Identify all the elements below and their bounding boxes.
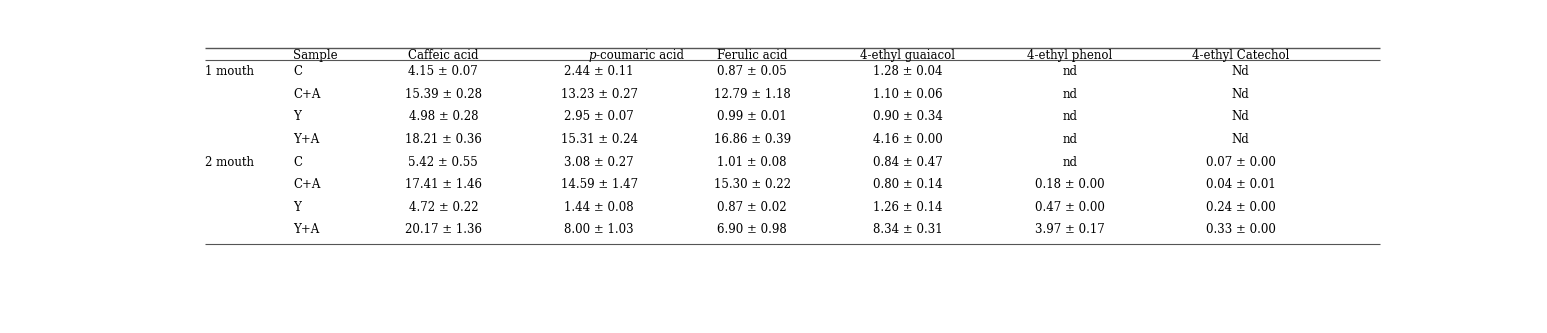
Text: 4-ethyl phenol: 4-ethyl phenol	[1027, 49, 1112, 62]
Text: 0.07 ± 0.00: 0.07 ± 0.00	[1205, 156, 1276, 168]
Text: 8.34 ± 0.31: 8.34 ± 0.31	[873, 223, 942, 236]
Text: 3.97 ± 0.17: 3.97 ± 0.17	[1035, 223, 1105, 236]
Text: nd: nd	[1063, 156, 1077, 168]
Text: 3.08 ± 0.27: 3.08 ± 0.27	[565, 156, 634, 168]
Text: nd: nd	[1063, 65, 1077, 78]
Text: 0.33 ± 0.00: 0.33 ± 0.00	[1205, 223, 1276, 236]
Text: 1.28 ± 0.04: 1.28 ± 0.04	[873, 65, 942, 78]
Text: Y+A: Y+A	[292, 223, 319, 236]
Text: 6.90 ± 0.98: 6.90 ± 0.98	[718, 223, 787, 236]
Text: 4-ethyl Catechol: 4-ethyl Catechol	[1191, 49, 1289, 62]
Text: 1.01 ± 0.08: 1.01 ± 0.08	[718, 156, 787, 168]
Text: nd: nd	[1063, 110, 1077, 124]
Text: 0.99 ± 0.01: 0.99 ± 0.01	[718, 110, 787, 124]
Text: 1.44 ± 0.08: 1.44 ± 0.08	[565, 201, 634, 214]
Text: 12.79 ± 1.18: 12.79 ± 1.18	[713, 88, 791, 101]
Text: Caffeic acid: Caffeic acid	[408, 49, 478, 62]
Text: Y+A: Y+A	[292, 133, 319, 146]
Text: 4.98 ± 0.28: 4.98 ± 0.28	[408, 110, 478, 124]
Text: p: p	[588, 49, 596, 62]
Text: 5.42 ± 0.55: 5.42 ± 0.55	[408, 156, 478, 168]
Text: nd: nd	[1063, 88, 1077, 101]
Text: Y: Y	[292, 110, 300, 124]
Text: C: C	[292, 65, 302, 78]
Text: 13.23 ± 0.27: 13.23 ± 0.27	[560, 88, 637, 101]
Text: Nd: Nd	[1231, 110, 1250, 124]
Text: Y: Y	[292, 201, 300, 214]
Text: 0.18 ± 0.00: 0.18 ± 0.00	[1035, 178, 1105, 191]
Text: nd: nd	[1063, 133, 1077, 146]
Text: 0.04 ± 0.01: 0.04 ± 0.01	[1205, 178, 1276, 191]
Text: 15.30 ± 0.22: 15.30 ± 0.22	[713, 178, 791, 191]
Text: Nd: Nd	[1231, 65, 1250, 78]
Text: 20.17 ± 1.36: 20.17 ± 1.36	[405, 223, 481, 236]
Text: 0.80 ± 0.14: 0.80 ± 0.14	[873, 178, 942, 191]
Text: 2.44 ± 0.11: 2.44 ± 0.11	[565, 65, 634, 78]
Text: 1 mouth: 1 mouth	[206, 65, 254, 78]
Text: 4.72 ± 0.22: 4.72 ± 0.22	[408, 201, 478, 214]
Text: 15.31 ± 0.24: 15.31 ± 0.24	[560, 133, 637, 146]
Text: 0.24 ± 0.00: 0.24 ± 0.00	[1205, 201, 1276, 214]
Text: 4.16 ± 0.00: 4.16 ± 0.00	[873, 133, 942, 146]
Text: 2.95 ± 0.07: 2.95 ± 0.07	[565, 110, 634, 124]
Text: 0.84 ± 0.47: 0.84 ± 0.47	[873, 156, 942, 168]
Text: -coumaric acid: -coumaric acid	[596, 49, 684, 62]
Text: 0.87 ± 0.02: 0.87 ± 0.02	[718, 201, 787, 214]
Text: C: C	[292, 156, 302, 168]
Text: Sample: Sample	[292, 49, 337, 62]
Text: Nd: Nd	[1231, 133, 1250, 146]
Text: Nd: Nd	[1231, 88, 1250, 101]
Text: Ferulic acid: Ferulic acid	[716, 49, 787, 62]
Text: 8.00 ± 1.03: 8.00 ± 1.03	[565, 223, 634, 236]
Text: 1.26 ± 0.14: 1.26 ± 0.14	[873, 201, 942, 214]
Text: 0.47 ± 0.00: 0.47 ± 0.00	[1035, 201, 1105, 214]
Text: 18.21 ± 0.36: 18.21 ± 0.36	[405, 133, 481, 146]
Text: 0.90 ± 0.34: 0.90 ± 0.34	[873, 110, 942, 124]
Text: 2 mouth: 2 mouth	[206, 156, 254, 168]
Text: 16.86 ± 0.39: 16.86 ± 0.39	[713, 133, 791, 146]
Text: 4.15 ± 0.07: 4.15 ± 0.07	[408, 65, 478, 78]
Text: C+A: C+A	[292, 178, 320, 191]
Text: C+A: C+A	[292, 88, 320, 101]
Text: 1.10 ± 0.06: 1.10 ± 0.06	[873, 88, 942, 101]
Text: 0.87 ± 0.05: 0.87 ± 0.05	[718, 65, 787, 78]
Text: 15.39 ± 0.28: 15.39 ± 0.28	[405, 88, 481, 101]
Text: 14.59 ± 1.47: 14.59 ± 1.47	[560, 178, 637, 191]
Text: 4-ethyl guaiacol: 4-ethyl guaiacol	[860, 49, 956, 62]
Text: 17.41 ± 1.46: 17.41 ± 1.46	[405, 178, 481, 191]
